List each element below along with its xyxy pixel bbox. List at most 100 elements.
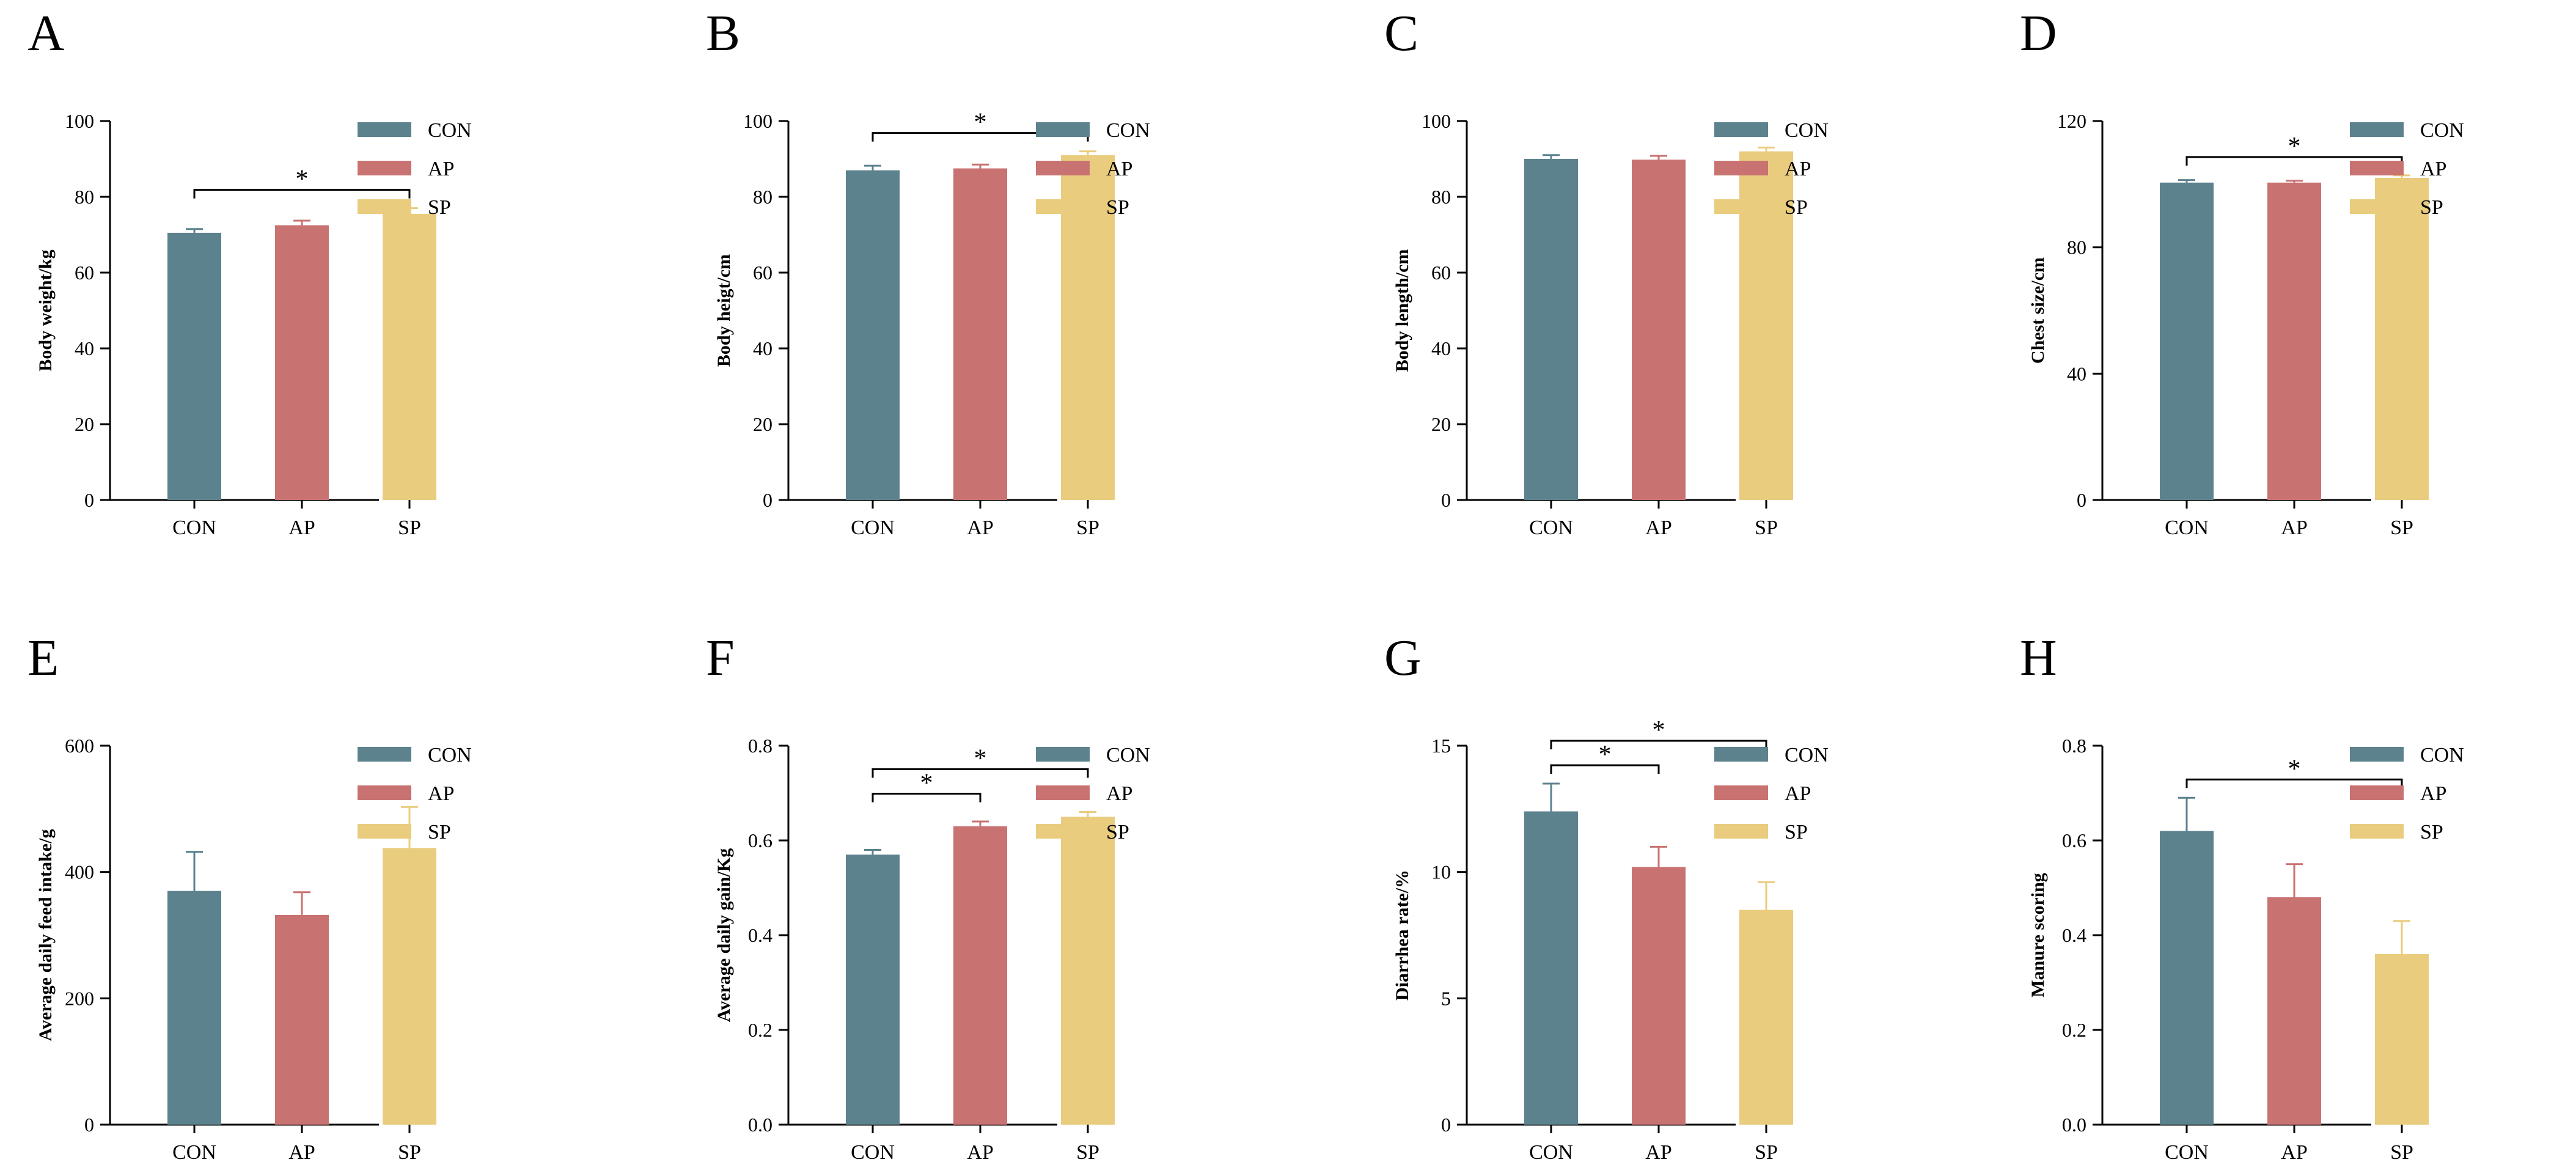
bar-sp xyxy=(383,848,436,1125)
significance-star: * xyxy=(2288,755,2301,783)
legend-swatch-con xyxy=(1714,747,1768,762)
legend-label: AP xyxy=(428,158,454,180)
x-tick-label: SP xyxy=(1076,516,1099,539)
y-tick-label: 120 xyxy=(2057,110,2086,132)
significance-star: * xyxy=(1599,741,1612,769)
x-tick-label: CON xyxy=(1529,516,1573,539)
legend-label: AP xyxy=(428,782,454,805)
y-tick-label: 0 xyxy=(1441,1114,1451,1136)
bar-con xyxy=(846,854,900,1125)
y-tick-label: 0.4 xyxy=(2062,924,2086,946)
y-tick-label: 15 xyxy=(1431,735,1451,757)
legend-label: CON xyxy=(428,119,472,142)
y-tick-label: 80 xyxy=(753,186,772,208)
y-tick-label: 20 xyxy=(753,413,772,435)
y-tick-label: 0.0 xyxy=(748,1114,772,1136)
significance-bracket xyxy=(872,768,1089,778)
bar-con xyxy=(2160,831,2214,1125)
x-tick-label: CON xyxy=(172,1141,216,1164)
legend-label: CON xyxy=(1106,744,1150,766)
y-tick-label: 400 xyxy=(65,861,94,883)
x-tick-label: AP xyxy=(2281,1141,2307,1164)
y-tick-label: 0.6 xyxy=(748,829,772,851)
legend-swatch-sp xyxy=(1714,199,1768,214)
legend-label: SP xyxy=(1106,196,1129,219)
bar-sp xyxy=(2375,954,2429,1125)
legend-swatch-ap xyxy=(1714,161,1768,175)
y-tick-label: 100 xyxy=(65,110,94,132)
legend-label: CON xyxy=(1785,119,1829,142)
legend-label: SP xyxy=(428,196,451,219)
panel-letter: B xyxy=(706,5,740,62)
y-tick-label: 0.8 xyxy=(748,735,772,757)
bar-ap xyxy=(2267,897,2321,1125)
bar-con xyxy=(846,170,900,501)
y-axis-label: Body heigt/cm xyxy=(714,254,734,367)
legend-label: CON xyxy=(428,744,472,766)
y-axis-label: Chest size/cm xyxy=(2028,257,2048,364)
legend-swatch-sp xyxy=(1036,824,1090,839)
x-tick-label: SP xyxy=(1755,1141,1778,1164)
legend-label: SP xyxy=(428,821,451,843)
legend-swatch-sp xyxy=(1714,824,1768,839)
panel-D: D 0 40 80 120 Chest size/cm CON AP SP * CON AP SP xyxy=(2020,5,2464,539)
y-tick-label: 40 xyxy=(2067,362,2086,384)
x-tick-label: SP xyxy=(398,1141,421,1164)
y-tick-label: 600 xyxy=(65,735,94,757)
x-tick-label: AP xyxy=(288,1141,315,1164)
legend-swatch-sp xyxy=(1036,199,1090,214)
panel-B: B 0 20 40 60 80 100 Body heigt/cm CON AP SP * CON AP S… xyxy=(706,5,1150,539)
legend-swatch-con xyxy=(358,122,411,137)
y-tick-label: 20 xyxy=(75,413,94,435)
panel-C: C 0 20 40 60 80 100 Body length/cm CON AP SP CON AP S… xyxy=(1384,5,1829,539)
significance-bracket xyxy=(2185,778,2403,788)
panel-letter: C xyxy=(1384,5,1418,62)
bar-ap xyxy=(953,826,1007,1125)
y-axis-label: Diarrhea rate/% xyxy=(1392,870,1412,1001)
y-tick-label: 200 xyxy=(65,987,94,1009)
y-tick-label: 80 xyxy=(75,186,94,208)
significance-bracket xyxy=(1550,764,1660,774)
y-axis-label: Body length/cm xyxy=(1392,249,1412,372)
legend-label: AP xyxy=(1106,158,1132,180)
legend-label: AP xyxy=(1785,158,1811,180)
x-tick-label: SP xyxy=(2390,516,2413,539)
bar-ap xyxy=(2267,182,2321,500)
x-tick-label: SP xyxy=(398,516,421,539)
y-tick-label: 5 xyxy=(1441,987,1451,1009)
legend-label: SP xyxy=(2420,821,2443,843)
bar-con xyxy=(167,232,221,500)
legend-label: AP xyxy=(2420,158,2446,180)
legend-swatch-ap xyxy=(2350,161,2404,175)
y-tick-label: 80 xyxy=(2067,237,2086,259)
bar-con xyxy=(2160,182,2214,500)
bar-ap xyxy=(953,168,1007,500)
y-tick-label: 0 xyxy=(1441,489,1451,511)
significance-star: * xyxy=(974,745,987,773)
x-tick-label: AP xyxy=(288,516,315,539)
legend-label: CON xyxy=(1106,119,1150,142)
x-tick-label: AP xyxy=(967,1141,993,1164)
significance-bracket xyxy=(1550,740,1767,749)
y-tick-label: 100 xyxy=(1422,110,1451,132)
panel-letter: A xyxy=(28,5,65,62)
x-tick-label: CON xyxy=(2165,1141,2209,1164)
y-tick-label: 0.4 xyxy=(748,924,772,946)
legend-swatch-ap xyxy=(1036,161,1090,175)
y-tick-label: 80 xyxy=(1431,186,1451,208)
y-tick-label: 40 xyxy=(1431,337,1451,359)
significance-star: * xyxy=(974,109,987,137)
y-tick-label: 60 xyxy=(75,262,94,284)
legend-label: SP xyxy=(2420,196,2443,219)
panel-letter: E xyxy=(28,630,59,686)
bar-ap xyxy=(275,914,329,1125)
x-tick-label: CON xyxy=(851,516,895,539)
y-tick-label: 0 xyxy=(2077,489,2086,511)
legend-label: CON xyxy=(1785,744,1829,766)
x-tick-label: SP xyxy=(1755,516,1778,539)
x-tick-label: SP xyxy=(1076,1141,1099,1164)
bar-con xyxy=(1524,811,1578,1125)
panel-letter: H xyxy=(2020,630,2057,686)
legend-swatch-ap xyxy=(2350,785,2404,800)
y-tick-label: 0.0 xyxy=(2062,1114,2086,1136)
